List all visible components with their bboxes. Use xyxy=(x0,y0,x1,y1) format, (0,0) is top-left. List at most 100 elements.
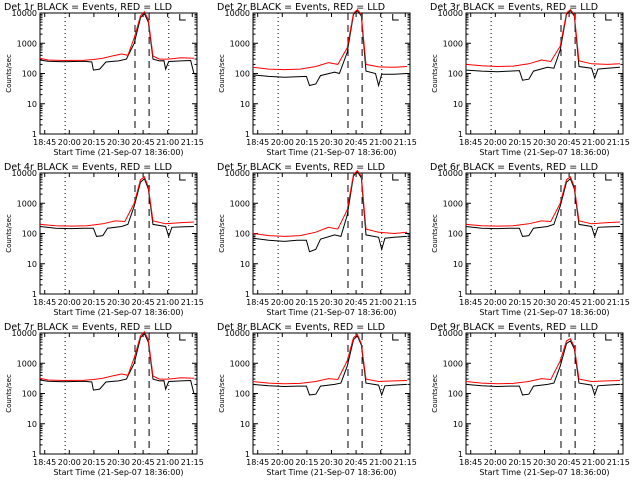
y-tick-label: 1 xyxy=(32,290,37,299)
x-axis-label: Start Time (21-Sep-07 18:36:00) xyxy=(479,308,609,317)
y-tick-label: 1000 xyxy=(17,39,37,48)
y-tick-label: 1000 xyxy=(17,359,37,368)
panel-det-1: Det 1r BLACK = Events, RED = LLD 1 10 100 10… xyxy=(4,2,204,157)
x-tick-label: 20:45 xyxy=(345,138,368,147)
plot-frame xyxy=(252,172,411,295)
panel-title: Det 3r BLACK = Events, RED = LLD xyxy=(430,2,598,13)
panel-title: Det 7r BLACK = Events, RED = LLD xyxy=(4,322,172,333)
y-tick-label: 10 xyxy=(240,260,250,269)
panel-det-9: Det 9r BLACK = Events, RED = LLD 1 10 100 10… xyxy=(430,322,630,477)
top-bracket-marker xyxy=(179,14,186,21)
x-tick-label: 20:45 xyxy=(345,298,368,307)
x-axis-label: Start Time (21-Sep-07 18:36:00) xyxy=(266,468,396,477)
x-tick-label: 21:00 xyxy=(369,298,392,307)
events-series-line xyxy=(252,170,407,253)
x-tick-label: 20:15 xyxy=(295,458,318,467)
plot-frame xyxy=(39,12,198,135)
events-series-line xyxy=(465,9,620,81)
x-tick-label: 20:00 xyxy=(484,298,507,307)
x-tick-label: 21:00 xyxy=(582,138,605,147)
x-tick-label: 21:15 xyxy=(607,138,630,147)
x-tick-label: 20:30 xyxy=(533,138,556,147)
y-tick-label: 10000 xyxy=(12,9,37,18)
x-tick-label: 21:15 xyxy=(394,458,417,467)
lld-series-line xyxy=(252,8,407,71)
x-tick-label: 21:00 xyxy=(156,298,179,307)
panel-det-8: Det 8r BLACK = Events, RED = LLD 1 10 100 10… xyxy=(217,322,417,477)
plot-frame xyxy=(465,172,624,295)
x-axis-label: Start Time (21-Sep-07 18:36:00) xyxy=(266,148,396,157)
x-tick-label: 18:45 xyxy=(33,138,56,147)
x-tick-label: 20:45 xyxy=(132,138,155,147)
panel-title: Det 1r BLACK = Events, RED = LLD xyxy=(4,2,172,13)
top-bracket-marker xyxy=(605,174,612,181)
y-tick-label: 1000 xyxy=(230,39,250,48)
y-tick-label: 10000 xyxy=(225,169,250,178)
y-tick-label: 1000 xyxy=(443,199,463,208)
lld-series-line xyxy=(465,338,620,385)
y-tick-label: 10000 xyxy=(12,169,37,178)
y-tick-label: 1000 xyxy=(443,39,463,48)
panel-det-3: Det 3r BLACK = Events, RED = LLD 1 10 100 10… xyxy=(430,2,630,157)
top-bracket-marker xyxy=(605,14,612,21)
y-tick-label: 100 xyxy=(235,230,250,239)
y-tick-label: 100 xyxy=(22,230,37,239)
top-bracket-marker xyxy=(392,174,399,181)
panel-title: Det 9r BLACK = Events, RED = LLD xyxy=(430,322,598,333)
x-axis-label: Start Time (21-Sep-07 18:36:00) xyxy=(53,308,183,317)
panel-title: Det 6r BLACK = Events, RED = LLD xyxy=(430,162,598,173)
x-tick-label: 20:30 xyxy=(107,298,130,307)
events-series-line xyxy=(465,177,620,238)
y-axis-label: Counts/sec xyxy=(5,374,13,413)
y-tick-label: 1 xyxy=(245,290,250,299)
y-tick-label: 10000 xyxy=(438,9,463,18)
plot-frame xyxy=(252,332,411,455)
plot-frame xyxy=(39,332,198,455)
x-tick-label: 20:15 xyxy=(508,138,531,147)
x-axis-label: Start Time (21-Sep-07 18:36:00) xyxy=(479,468,609,477)
y-tick-label: 1000 xyxy=(230,359,250,368)
y-axis-label: Counts/sec xyxy=(218,374,226,413)
x-tick-label: 20:15 xyxy=(82,138,105,147)
events-series-line xyxy=(252,9,407,88)
x-tick-label: 20:45 xyxy=(558,138,581,147)
x-tick-label: 20:00 xyxy=(58,458,81,467)
lld-series-line xyxy=(252,333,407,385)
y-tick-label: 1 xyxy=(458,450,463,459)
y-axis-label: Counts/sec xyxy=(5,214,13,253)
x-tick-label: 21:15 xyxy=(181,458,204,467)
x-tick-label: 20:45 xyxy=(132,298,155,307)
y-tick-label: 100 xyxy=(22,390,37,399)
events-series-line xyxy=(39,12,195,74)
x-tick-label: 20:30 xyxy=(533,458,556,467)
plot-frame xyxy=(465,332,624,455)
x-tick-label: 18:45 xyxy=(33,458,56,467)
x-tick-label: 18:45 xyxy=(33,298,56,307)
x-tick-label: 21:15 xyxy=(607,458,630,467)
x-tick-label: 20:15 xyxy=(295,298,318,307)
x-tick-label: 21:15 xyxy=(607,298,630,307)
plot-frame xyxy=(465,12,624,135)
x-tick-label: 20:45 xyxy=(345,458,368,467)
x-tick-label: 21:00 xyxy=(582,298,605,307)
y-tick-label: 10000 xyxy=(225,9,250,18)
y-tick-label: 100 xyxy=(448,390,463,399)
y-tick-label: 100 xyxy=(235,390,250,399)
x-tick-label: 20:45 xyxy=(558,458,581,467)
lld-series-line xyxy=(252,169,407,237)
top-bracket-marker xyxy=(179,334,186,341)
top-bracket-marker xyxy=(392,14,399,21)
x-tick-label: 20:15 xyxy=(82,298,105,307)
y-tick-label: 10 xyxy=(453,420,463,429)
x-tick-label: 21:00 xyxy=(369,138,392,147)
x-tick-label: 20:00 xyxy=(271,458,294,467)
x-tick-label: 20:30 xyxy=(320,298,343,307)
y-tick-label: 1 xyxy=(32,450,37,459)
x-tick-label: 21:00 xyxy=(156,138,179,147)
y-tick-label: 100 xyxy=(235,70,250,79)
x-tick-label: 20:00 xyxy=(58,138,81,147)
events-series-line xyxy=(252,335,407,397)
x-tick-label: 20:30 xyxy=(107,138,130,147)
top-bracket-marker xyxy=(605,334,612,341)
